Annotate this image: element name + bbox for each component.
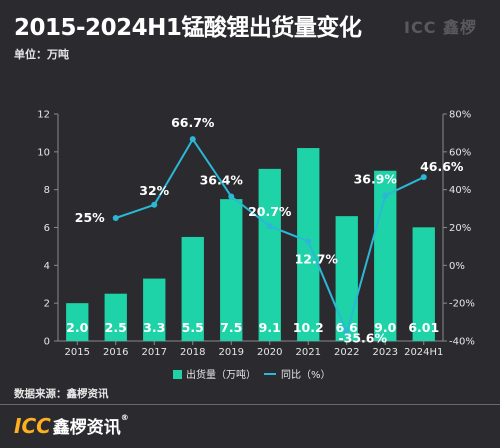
footer-logo: ICC 鑫椤资讯® (14, 413, 129, 438)
left-tick-label: 4 (44, 261, 50, 272)
source-label: 数据来源：鑫椤资讯 (14, 388, 109, 400)
x-tick-label: 2016 (103, 347, 128, 358)
bar-value-label: 6.6 (336, 320, 358, 335)
right-tick-label: -40% (449, 337, 475, 348)
bar-value-label: 2.0 (66, 320, 88, 335)
footer-divider (0, 404, 500, 405)
yoy-data-label: 25% (75, 210, 105, 225)
left-tick-label: 8 (44, 185, 50, 196)
bar (220, 199, 243, 341)
yoy-data-label: 32% (139, 183, 169, 198)
bar (297, 148, 320, 341)
x-tick-label: 2015 (65, 347, 90, 358)
x-tick-label: 2024H1 (404, 347, 443, 358)
bar-value-label: 5.5 (182, 320, 204, 335)
left-tick-label: 6 (44, 223, 50, 234)
bar (258, 168, 281, 341)
bar-value-label: 7.5 (220, 320, 242, 335)
legend-bar-swatch (173, 370, 182, 379)
footer-logo-name: 鑫椤资讯 (52, 418, 121, 438)
yoy-point (382, 192, 389, 199)
left-tick-label: 12 (37, 110, 50, 121)
bar-value-label: 9.0 (374, 320, 396, 335)
x-tick-label: 2023 (373, 347, 398, 358)
registered-mark: ® (120, 413, 129, 422)
footer-logo-brand: ICC (14, 414, 51, 438)
yoy-data-label: 66.7% (171, 115, 215, 130)
yoy-point (151, 201, 158, 208)
yoy-data-label: 12.7% (295, 251, 339, 266)
right-tick-label: 0% (449, 261, 465, 272)
legend-line-label: 同比（%） (281, 369, 331, 381)
bar-value-label: 3.3 (143, 320, 165, 335)
x-tick-label: 2017 (142, 347, 167, 358)
left-tick-label: 2 (44, 299, 50, 310)
right-tick-label: -20% (449, 299, 475, 310)
right-tick-label: 60% (449, 147, 471, 158)
yoy-point (189, 136, 196, 143)
bar (412, 227, 435, 341)
bar (181, 236, 204, 341)
bar-value-label: 2.5 (105, 320, 127, 335)
yoy-data-label: 20.7% (248, 204, 292, 219)
x-tick-label: 2021 (296, 347, 321, 358)
x-tick-label: 2022 (334, 347, 359, 358)
yoy-point (228, 193, 235, 200)
left-tick-label: 10 (37, 147, 50, 158)
x-tick-label: 2019 (219, 347, 244, 358)
yoy-point (420, 174, 427, 181)
left-tick-label: 0 (44, 337, 50, 348)
unit-label: 单位：万吨 (14, 48, 69, 61)
bar-value-label: 10.2 (293, 320, 324, 335)
right-tick-label: 80% (449, 110, 471, 121)
header-watermark-logo: ICC 鑫椤 (404, 18, 478, 37)
yoy-data-label: -35.6% (338, 331, 387, 346)
yoy-data-label: 36.4% (200, 172, 244, 187)
bar (104, 293, 127, 341)
yoy-point (343, 329, 350, 336)
yoy-point (305, 238, 312, 245)
yoy-point (112, 215, 119, 222)
right-tick-label: 40% (449, 185, 471, 196)
yoy-data-label: 36.9% (354, 172, 398, 187)
bar (66, 303, 89, 341)
yoy-data-label: 46.6% (420, 159, 464, 174)
bar-value-label: 9.1 (259, 320, 281, 335)
right-tick-label: 20% (449, 223, 471, 234)
yoy-point (266, 223, 273, 230)
bar-value-label: 6.01 (408, 320, 439, 335)
x-tick-label: 2018 (180, 347, 205, 358)
legend-bar-label: 出货量（万吨） (186, 368, 256, 381)
x-tick-label: 2020 (257, 347, 282, 358)
chart-title: 2015-2024H1锰酸锂出货量变化 (14, 15, 362, 41)
bar (143, 278, 166, 341)
